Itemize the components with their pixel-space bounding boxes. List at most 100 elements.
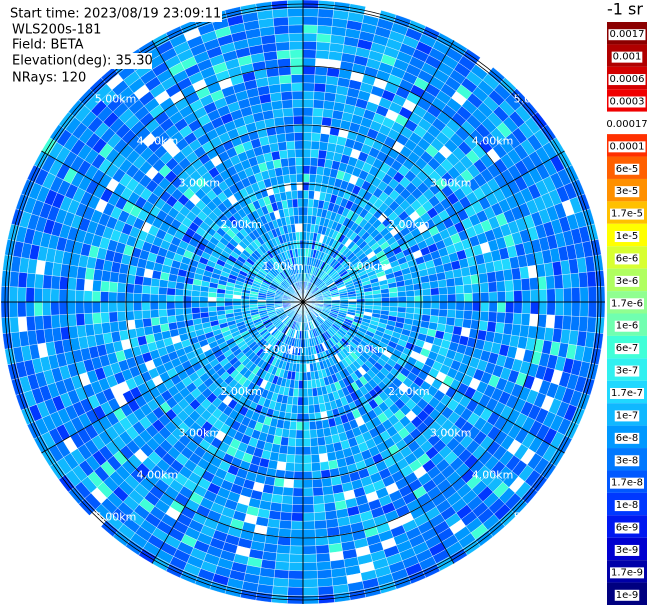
range-bin [200, 311, 210, 319]
range-bin [182, 301, 192, 309]
range-bin [299, 231, 304, 241]
spoke [302, 40, 455, 303]
range-bin [372, 297, 382, 303]
range-bin [504, 312, 514, 325]
range-bin [302, 16, 319, 26]
range-bin [414, 301, 424, 309]
range-bin [480, 292, 490, 303]
range-bin [289, 421, 297, 431]
colorbar-label: 1.7e-8 [611, 478, 643, 489]
range-bin [446, 309, 456, 319]
range-bin [26, 272, 36, 289]
range-bin [463, 310, 473, 320]
colorbar-label: 0.00017 [606, 119, 647, 130]
label-bg [608, 96, 646, 108]
range-bin [279, 82, 293, 93]
range-bin [453, 317, 464, 328]
range-bin [100, 291, 110, 303]
range-bin [302, 99, 314, 109]
range-bin [159, 323, 170, 333]
range-bin [297, 198, 304, 208]
range-bin [133, 284, 143, 294]
range-bin [191, 301, 200, 309]
range-bin [302, 231, 307, 241]
range-bin [317, 149, 328, 160]
range-bin [302, 148, 312, 158]
range-bin [191, 290, 201, 297]
range-bin [586, 316, 597, 333]
range-bin [302, 132, 313, 142]
range-bin [578, 271, 589, 288]
range-bin [455, 293, 465, 303]
range-bin [454, 284, 465, 295]
range-bin [406, 295, 415, 303]
range-bin [191, 312, 202, 320]
range-bin [302, 8, 319, 18]
range-bin [133, 301, 143, 312]
range-bin [302, 396, 309, 406]
range-bin [278, 444, 289, 455]
range-bin [563, 301, 573, 317]
range-bin [323, 501, 337, 512]
range-bin [294, 140, 304, 150]
range-bin [279, 511, 293, 522]
range-bin [587, 286, 597, 303]
range-bin [312, 115, 323, 126]
range-bin [310, 445, 320, 455]
range-bin [302, 24, 318, 34]
range-bin [314, 528, 328, 538]
range-bin [25, 287, 35, 303]
range-bin [312, 395, 320, 405]
range-bin [296, 181, 304, 191]
range-bin [306, 379, 313, 389]
range-bin [302, 553, 317, 563]
range-bin [279, 74, 292, 85]
range-bin [302, 165, 311, 175]
range-bin [285, 140, 296, 151]
range-bin [294, 148, 304, 158]
range-bin [34, 315, 45, 331]
spoke [41, 150, 304, 303]
range-bin [309, 173, 317, 183]
range-bin [422, 301, 432, 309]
range-label: 2.00km [220, 218, 262, 231]
colorbar: -1 sr 0.0017 0.001 0.0006 0.0003 0.00017 0.000… [605, 0, 647, 605]
range-bin [308, 412, 316, 422]
range-bin [84, 323, 95, 337]
range-bin [302, 446, 312, 456]
label-bg [0, 53, 152, 69]
range-bin [313, 403, 321, 414]
range-bin [538, 289, 548, 303]
range-bin [488, 291, 498, 303]
label-bg [614, 432, 640, 444]
range-bin [502, 322, 513, 336]
range-bin [295, 157, 304, 166]
range-bin [293, 462, 304, 472]
range-bin [519, 266, 530, 280]
range-bin [290, 520, 304, 530]
range-bin [317, 157, 326, 168]
range-bin [445, 316, 456, 327]
range-bin [288, 32, 304, 42]
range-bin [521, 289, 531, 303]
range-bin [117, 272, 128, 284]
range-label: 1.00km [346, 343, 388, 356]
range-bin [579, 286, 589, 303]
label-bg [614, 544, 640, 556]
range-bin [462, 275, 472, 286]
range-bin [302, 388, 309, 398]
range-bin [50, 314, 61, 329]
range-bin [302, 487, 314, 497]
range-label: 5.00km [514, 510, 556, 523]
range-bin [288, 24, 304, 34]
range-bin [272, 158, 282, 169]
range-bin [287, 586, 304, 596]
range-bin [494, 270, 505, 282]
range-bin [269, 501, 283, 512]
range-bin [175, 314, 185, 323]
label-bg [609, 298, 645, 310]
range-bin [280, 91, 293, 101]
range-bin [149, 293, 159, 303]
range-bin [372, 293, 382, 299]
